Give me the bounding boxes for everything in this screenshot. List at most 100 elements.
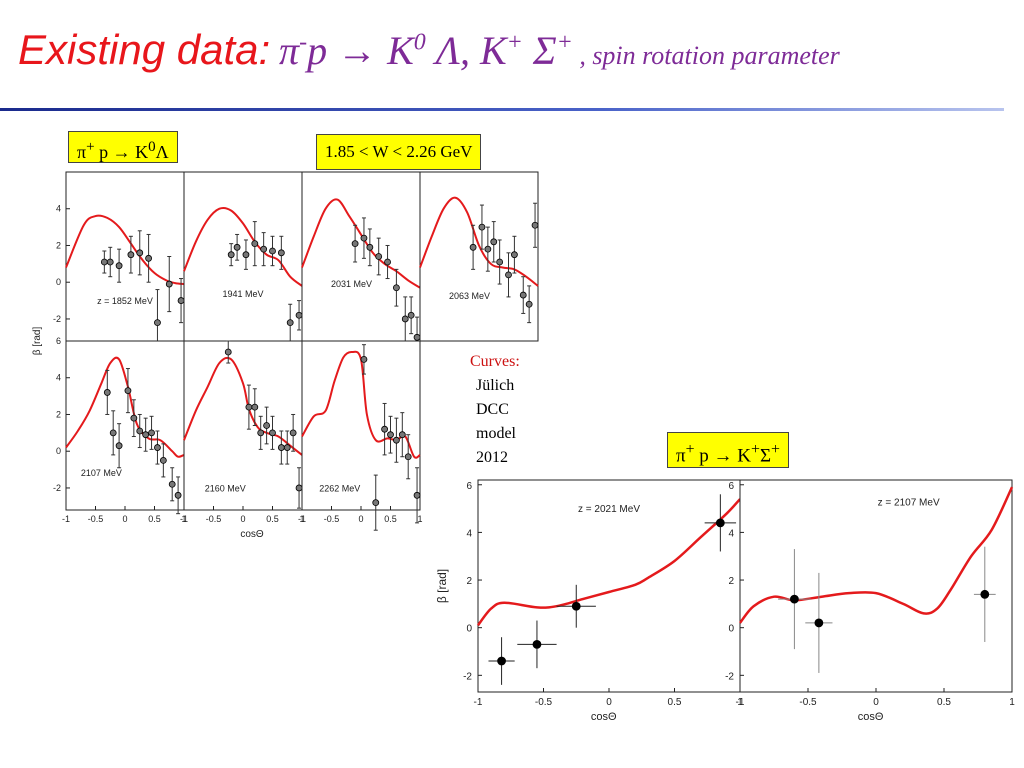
data-point	[715, 518, 725, 528]
x-tick-label: 1	[181, 514, 186, 524]
data-point	[381, 425, 389, 433]
curves-note: Curves: Jülich DCC model 2012	[470, 350, 520, 470]
data-point	[497, 656, 506, 666]
data-point	[242, 251, 250, 259]
data-point	[136, 249, 144, 257]
data-point	[174, 491, 182, 499]
data-point	[130, 414, 138, 422]
data-point	[511, 251, 518, 259]
x-tick-label: 0	[606, 697, 612, 708]
data-point	[531, 221, 539, 229]
panel-frame	[183, 171, 303, 342]
data-point	[148, 429, 155, 437]
curves-note-line: 2012	[476, 449, 508, 466]
data-point	[224, 348, 232, 356]
x-tick-label: -0.5	[535, 697, 553, 708]
slide-title: Existing data: π-p → K0 Λ, K+ Σ+ , spin …	[18, 26, 840, 90]
data-point	[289, 429, 297, 437]
y-tick-label: 6	[728, 481, 734, 492]
panel-frame	[419, 171, 539, 342]
x-axis-label: cosΘ	[240, 529, 264, 540]
data-point	[251, 240, 259, 248]
data-point	[496, 258, 504, 266]
panel-label: 2031 MeV	[331, 279, 372, 289]
y-tick-label: 4	[56, 204, 61, 214]
right-reaction-label: π+ p → K+Σ+	[667, 432, 789, 468]
data-point	[283, 444, 291, 451]
data-point	[103, 389, 111, 396]
data-point	[401, 315, 409, 323]
data-point	[384, 258, 391, 266]
x-tick-label: -1	[180, 514, 188, 524]
left-reaction-label: π+ p → K0Λ	[68, 131, 178, 163]
data-point	[277, 249, 285, 257]
data-point	[360, 355, 368, 363]
x-tick-label: 0.5	[266, 514, 279, 524]
y-tick-label: 4	[56, 373, 61, 383]
x-tick-label: 0.5	[668, 697, 682, 708]
model-curve	[739, 486, 1014, 624]
data-point	[269, 429, 276, 437]
data-point	[980, 589, 990, 599]
data-point	[127, 251, 135, 259]
x-tick-label: -1	[474, 697, 483, 708]
data-point	[790, 594, 799, 604]
data-point	[375, 253, 383, 260]
panel-label: 1941 MeV	[222, 289, 263, 299]
model-curve	[183, 356, 303, 456]
panel-label: z = 2021 MeV	[578, 504, 640, 515]
title-rule	[0, 108, 1004, 111]
y-tick-label: -2	[463, 671, 472, 682]
x-tick-label: 0	[122, 514, 127, 524]
y-tick-label: 2	[728, 576, 734, 587]
panel-label: z = 1852 MeV	[97, 296, 153, 306]
x-tick-label: 0.5	[148, 514, 161, 524]
y-tick-label: 4	[728, 528, 734, 539]
data-point	[251, 403, 259, 411]
data-point	[814, 618, 824, 628]
curves-note-heading: Curves:	[470, 353, 520, 370]
data-point	[269, 247, 276, 255]
panel-frame	[65, 171, 185, 342]
x-tick-label: -1	[298, 514, 306, 524]
y-tick-label: 2	[466, 576, 472, 587]
panel-frame	[301, 340, 421, 511]
y-tick-label: 0	[466, 624, 472, 635]
data-point	[115, 262, 123, 270]
data-point	[532, 639, 542, 649]
y-tick-label: 0	[56, 446, 61, 456]
energy-range-label: 1.85 < W < 2.26 GeV	[316, 134, 482, 170]
panel-frame	[301, 171, 421, 342]
x-axis-label: cosΘ	[858, 711, 884, 723]
data-point	[469, 243, 477, 251]
title-separator: ,	[572, 41, 593, 70]
x-tick-label: -1	[62, 514, 70, 524]
x-tick-label: 1	[299, 514, 304, 524]
x-tick-label: -0.5	[206, 514, 222, 524]
data-point	[490, 238, 498, 246]
y-axis-label: β [rad]	[32, 327, 43, 356]
y-tick-label: 2	[56, 240, 61, 250]
data-point	[404, 453, 412, 461]
data-point	[519, 291, 527, 299]
y-tick-label: 2	[56, 409, 61, 419]
curves-note-line: Jülich	[476, 377, 515, 394]
x-tick-label: 0	[240, 514, 245, 524]
x-tick-label: 1	[737, 697, 743, 708]
y-tick-label: 0	[728, 624, 734, 635]
model-curve	[301, 198, 421, 289]
y-tick-label: 6	[56, 336, 61, 346]
data-point	[525, 300, 533, 308]
x-tick-label: -0.5	[88, 514, 104, 524]
y-axis-label: β [rad]	[435, 569, 449, 603]
curves-note-line: model	[476, 425, 516, 442]
x-axis-label: cosΘ	[591, 711, 617, 723]
data-point	[124, 387, 132, 394]
x-tick-label: 1	[417, 514, 422, 524]
data-point	[142, 431, 150, 439]
data-point	[505, 271, 512, 279]
x-tick-label: 0.5	[384, 514, 397, 524]
data-point	[106, 258, 114, 266]
model-curve	[477, 498, 741, 627]
y-tick-label: 4	[466, 528, 472, 539]
